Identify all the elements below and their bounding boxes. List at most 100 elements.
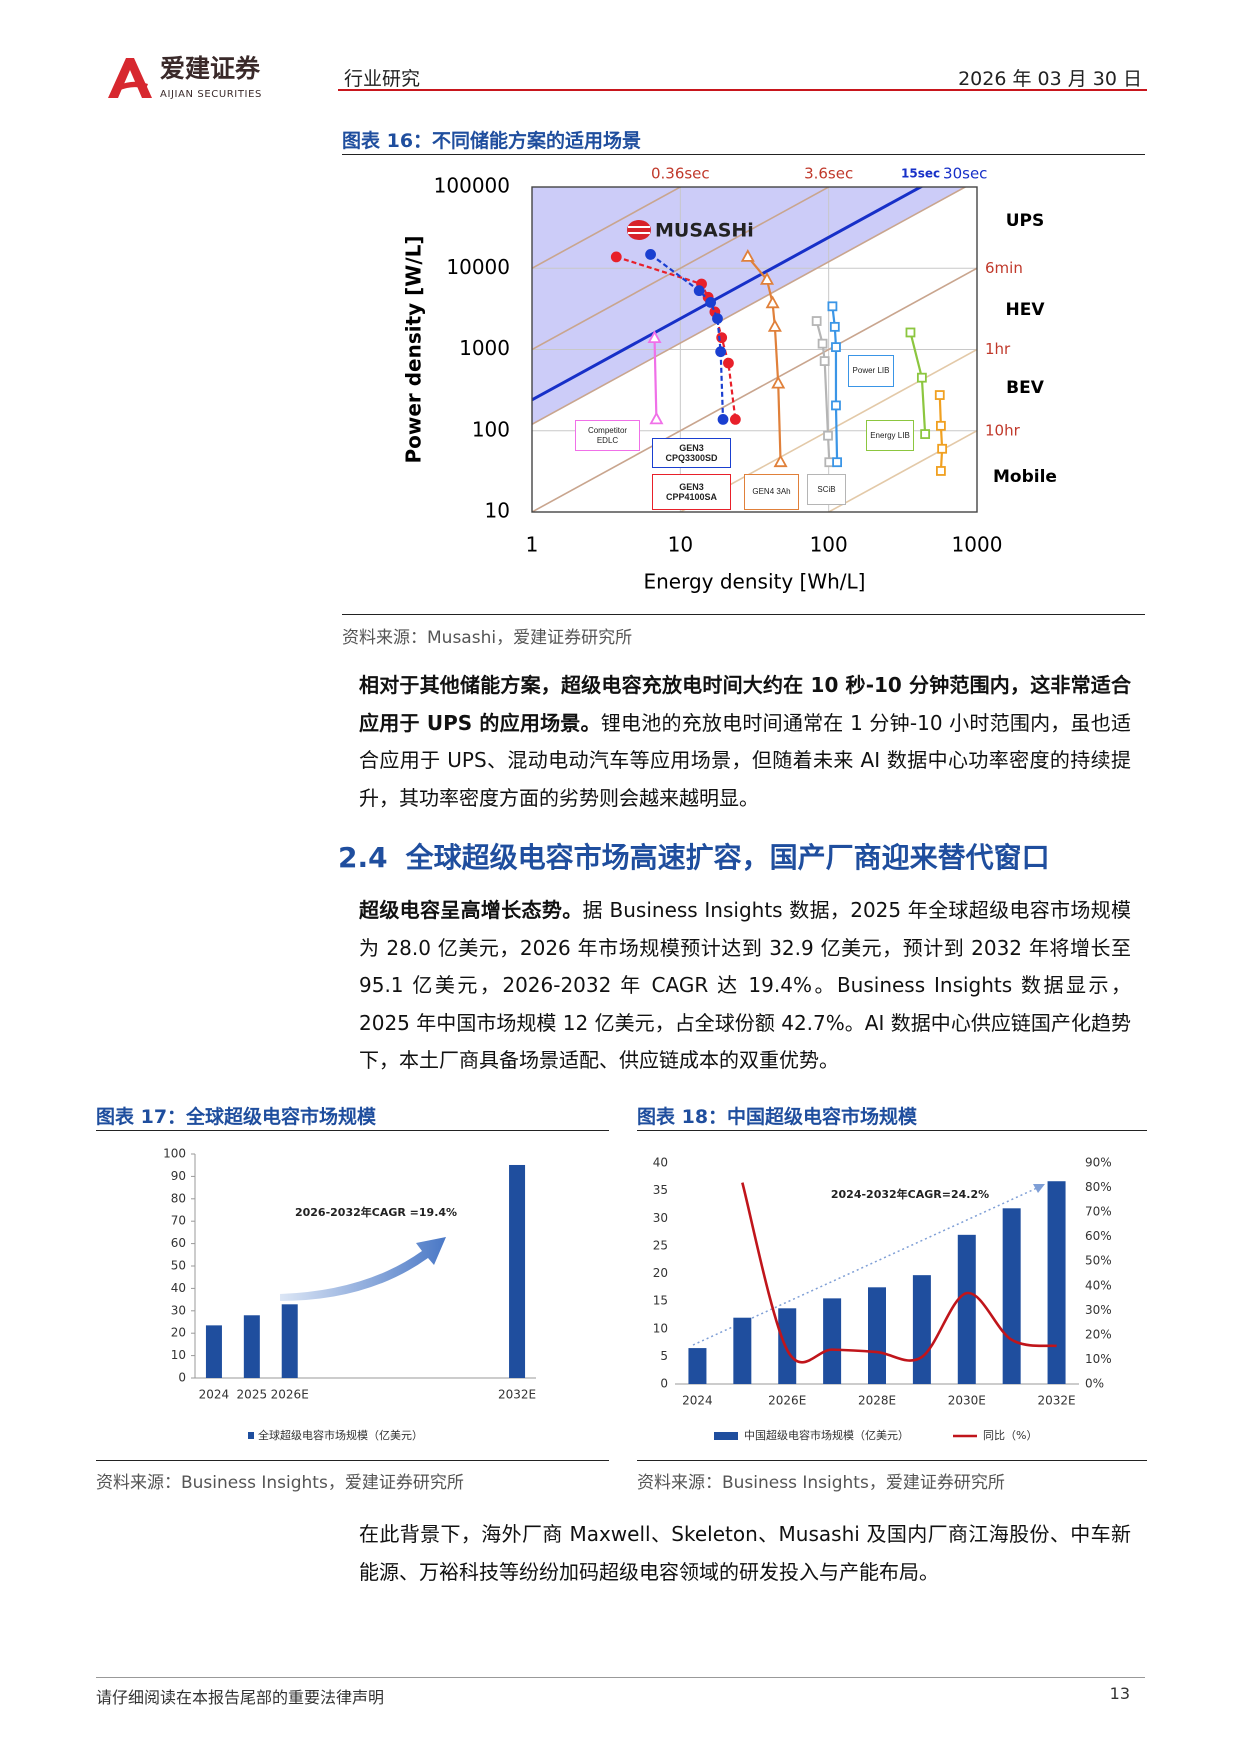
time-label: 6min bbox=[985, 259, 1023, 277]
y-tick-label: 0 bbox=[178, 1371, 186, 1385]
point bbox=[823, 430, 833, 441]
y2-tick-label: 40% bbox=[1085, 1278, 1112, 1292]
point bbox=[934, 390, 945, 400]
point bbox=[773, 454, 788, 468]
point bbox=[645, 249, 656, 260]
logo-swoosh bbox=[114, 81, 148, 92]
point bbox=[610, 251, 622, 263]
legend-swatch bbox=[714, 1432, 738, 1440]
time-label: 10hr bbox=[985, 421, 1021, 439]
section-number: 2.4 bbox=[338, 841, 388, 874]
application-label: HEV bbox=[1006, 300, 1046, 320]
page-number: 13 bbox=[1109, 1684, 1130, 1703]
y-tick-label: 40 bbox=[653, 1156, 668, 1170]
point bbox=[829, 321, 840, 332]
footer-disclaimer: 请仔细阅读在本报告尾部的重要法律声明 bbox=[96, 1688, 385, 1707]
series-label: Energy LIB bbox=[866, 420, 914, 451]
point bbox=[936, 420, 946, 431]
bar bbox=[688, 1348, 707, 1384]
y-tick-label: 40 bbox=[171, 1281, 186, 1295]
source-rule bbox=[637, 1460, 1147, 1461]
series-label: GEN4 3Ah bbox=[744, 474, 799, 510]
y-tick-label: 25 bbox=[653, 1238, 668, 1252]
figure: 0.36sec 3.6sec 15sec 30sec 6min 1hr 10hr 1 10 100… bbox=[342, 158, 1145, 604]
x-tick-label: 2024 bbox=[682, 1394, 713, 1408]
legend-label: 中国超级电容市场规模（亿美元） bbox=[744, 1428, 909, 1442]
x-tick-label: 100 bbox=[810, 533, 848, 557]
figure-rule bbox=[637, 1130, 1147, 1131]
y-tick-label: 80 bbox=[171, 1191, 186, 1205]
y2-tick-label: 60% bbox=[1085, 1229, 1112, 1243]
time-label: 30sec bbox=[943, 165, 987, 183]
point bbox=[937, 443, 948, 454]
figure-rule bbox=[96, 1130, 609, 1131]
bar bbox=[868, 1287, 886, 1384]
y-tick-label: 10 bbox=[485, 499, 510, 523]
y-tick-label: 100 bbox=[472, 417, 510, 441]
plot-frame bbox=[531, 186, 978, 513]
x-tick-label: 1 bbox=[526, 533, 539, 557]
y-tick-label: 20 bbox=[653, 1266, 668, 1280]
point bbox=[693, 285, 705, 297]
time-label: 1hr bbox=[985, 340, 1011, 358]
bar bbox=[823, 1298, 842, 1384]
point bbox=[824, 457, 835, 468]
point bbox=[771, 375, 786, 389]
bar bbox=[281, 1304, 298, 1378]
point bbox=[905, 327, 916, 338]
logo-subtext: AIJIAN SECURITIES bbox=[160, 89, 262, 100]
x-tick-label: 2026E bbox=[768, 1394, 806, 1408]
legend-label: 全球超级电容市场规模（亿美元） bbox=[258, 1428, 423, 1442]
bar bbox=[205, 1325, 222, 1378]
brand-name: MUSASHi bbox=[655, 220, 754, 242]
y2-tick-label: 30% bbox=[1085, 1303, 1112, 1317]
header-rule bbox=[338, 89, 1147, 91]
trend-arrowhead bbox=[1033, 1184, 1045, 1193]
bar bbox=[733, 1317, 752, 1384]
series-line bbox=[653, 338, 658, 420]
logo: 爱建证券 AIJIAN SECURITIES bbox=[108, 54, 262, 100]
point bbox=[759, 271, 775, 285]
section-heading: 2.4 全球超级电容市场高速扩容，国产厂商迎来替代窗口 bbox=[338, 836, 1050, 876]
x-tick-label: 10 bbox=[668, 533, 693, 557]
y-tick-label: 60 bbox=[171, 1236, 186, 1250]
annotation: 2026-2032年CAGR =19.4% bbox=[295, 1205, 457, 1219]
point bbox=[936, 466, 946, 476]
application-label: Mobile bbox=[993, 467, 1057, 487]
chart: 0 10 20 30 40 50 60 70 80 90 100 2024 2025 2026E 2032E… bbox=[163, 1147, 536, 1443]
y-tick-label: 50 bbox=[171, 1259, 186, 1273]
legend-swatch bbox=[248, 1432, 254, 1439]
y-tick-label: 35 bbox=[653, 1183, 668, 1197]
paragraph: 在此背景下，海外厂商 Maxwell、Skeleton、Musashi 及国内厂… bbox=[359, 1516, 1131, 1591]
figure-source: 资料来源：Musashi，爱建证券研究所 bbox=[342, 628, 633, 648]
bar bbox=[1002, 1208, 1021, 1384]
point bbox=[832, 457, 843, 468]
point bbox=[831, 342, 841, 353]
y-tick-label: 10000 bbox=[446, 255, 510, 279]
logo-text: 爱建证券 bbox=[160, 54, 261, 83]
figure-source: 资料来源：Business Insights，爱建证券研究所 bbox=[637, 1473, 1005, 1493]
logo-mark bbox=[108, 58, 152, 98]
bar bbox=[1047, 1181, 1066, 1384]
x-tick-label: 2032E bbox=[498, 1388, 536, 1402]
point bbox=[729, 413, 741, 425]
point bbox=[819, 356, 830, 366]
y-tick-label: 1000 bbox=[459, 336, 510, 360]
header-date: 2026 年 03 月 30 日 bbox=[958, 68, 1142, 90]
x-tick-label: 1000 bbox=[952, 533, 1003, 557]
y-tick-label: 20 bbox=[171, 1326, 186, 1340]
paragraph-lead: 超级电容呈高增长态势。 bbox=[359, 898, 583, 922]
point bbox=[647, 330, 662, 344]
y-tick-label: 100000 bbox=[434, 174, 510, 198]
y2-tick-label: 10% bbox=[1085, 1352, 1112, 1366]
header-section: 行业研究 bbox=[344, 68, 421, 90]
y2-tick-label: 90% bbox=[1085, 1156, 1112, 1170]
point bbox=[765, 295, 780, 309]
y-tick-label: 70 bbox=[171, 1214, 186, 1228]
x-tick-label: 2030E bbox=[948, 1394, 986, 1408]
brand-emblem-stripes bbox=[628, 226, 650, 234]
y-tick-label: 5 bbox=[660, 1349, 668, 1363]
point bbox=[705, 296, 717, 308]
y2-tick-label: 0% bbox=[1085, 1377, 1104, 1391]
plot bbox=[532, 187, 977, 512]
